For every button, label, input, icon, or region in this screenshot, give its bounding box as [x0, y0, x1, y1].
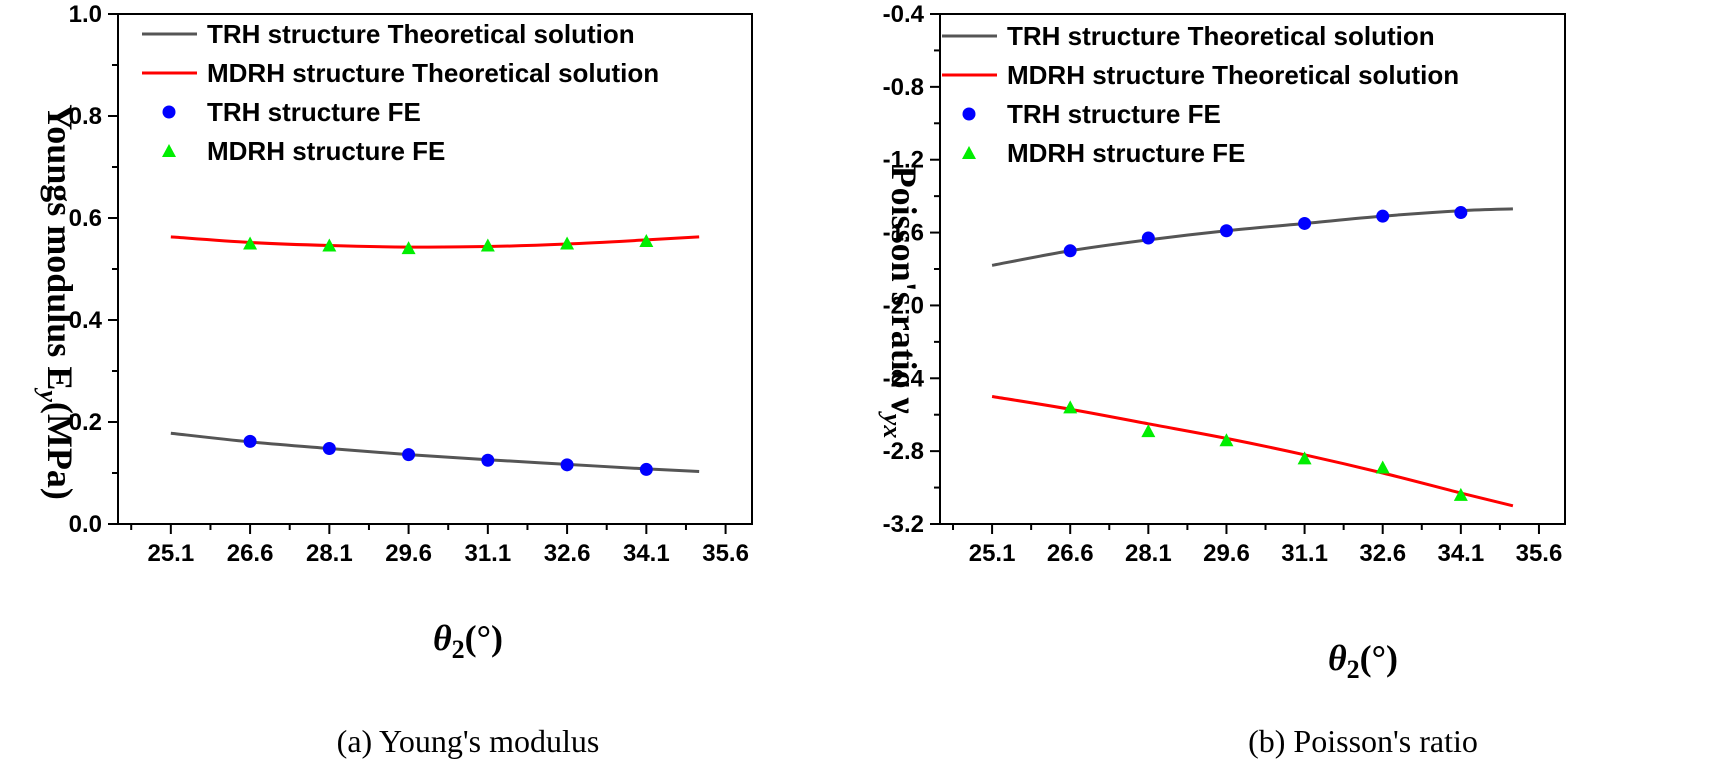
y-axis-title-suffix-a: (MPa) [40, 402, 80, 500]
legend-swatch-triangle [162, 144, 176, 157]
data-point-mdrh-fe [1219, 433, 1234, 447]
legend-entry-label: TRH structure FE [207, 97, 421, 127]
legend-swatch-triangle [962, 146, 976, 159]
y-tick-label: 1.0 [69, 1, 102, 28]
plot-area-b: 25.1 26.6 28.1 29.6 31.1 32.6 34.1 35.6 -3.2 -2.8… [883, 1, 1566, 567]
data-point-trh-fe [1298, 216, 1312, 230]
x-tick-label: 25.1 [969, 540, 1016, 567]
legend-entry-label: MDRH structure FE [207, 136, 445, 166]
legend-entry-label: TRH structure Theoretical solution [1007, 21, 1435, 51]
y-tick-label: -3.2 [883, 511, 924, 538]
caption-b: (b) Poisson's ratio [1248, 723, 1478, 759]
data-point-mdrh-fe [1453, 487, 1468, 501]
panel-a: 25.1 26.6 28.1 29.6 31.1 32.6 34.1 35.6 0.0 0.2 0.… [34, 1, 753, 759]
data-point-trh-fe [560, 458, 574, 472]
x-axis-title-suffix-b: (°) [1360, 638, 1398, 678]
y-tick-label: -0.8 [883, 74, 924, 101]
x-tick-label: 32.6 [1359, 540, 1406, 567]
data-point-trh-fe [639, 462, 653, 476]
caption-a: (a) Young's modulus [337, 723, 600, 759]
y-tick-label: -2.4 [883, 365, 925, 392]
x-tick-label: 26.6 [1047, 540, 1094, 567]
data-point-mdrh-fe [560, 236, 575, 250]
data-point-mdrh-fe [1141, 424, 1156, 438]
y-axis-title-sub-a: y [34, 387, 63, 402]
x-tick-label: 32.6 [544, 540, 591, 567]
data-point-trh-fe [1141, 231, 1155, 245]
y-tick-label: 0.6 [69, 205, 102, 232]
data-point-mdrh-fe [1063, 400, 1078, 414]
y-tick-label: 0.4 [69, 307, 103, 334]
x-tick-label: 29.6 [1203, 540, 1250, 567]
legend-entry-label: MDRH structure Theoretical solution [1007, 60, 1459, 90]
legend-entry-label: MDRH structure Theoretical solution [207, 58, 659, 88]
y-tick-label: 0.0 [69, 511, 102, 538]
data-point-trh-fe [402, 448, 416, 462]
x-tick-label: 28.1 [1125, 540, 1172, 567]
x-tick-label: 31.1 [1281, 540, 1328, 567]
data-point-mdrh-fe [1297, 451, 1312, 465]
x-tick-label: 29.6 [385, 540, 432, 567]
x-axis-title-suffix-a: (°) [465, 618, 503, 658]
series-line-mdrh [991, 395, 1514, 508]
y-axis-title-b: Poisson's ratio νyx [878, 166, 924, 439]
y-tick-label: 0.8 [69, 103, 102, 130]
x-tick-label: 31.1 [464, 540, 511, 567]
series-line-mdrh [170, 235, 700, 249]
x-tick-label: 28.1 [306, 540, 353, 567]
y-tick-label: -1.2 [883, 147, 924, 174]
legend-entry-label: TRH structure FE [1007, 99, 1221, 129]
data-point-mdrh-fe [480, 238, 495, 252]
x-tick-label: 25.1 [147, 540, 194, 567]
y-tick-label: 0.2 [69, 409, 102, 436]
y-tick-label: -2.8 [883, 438, 924, 465]
x-tick-label: 34.1 [623, 540, 670, 567]
y-tick-label: -0.4 [883, 1, 925, 28]
data-point-mdrh-fe [639, 233, 654, 247]
legend: TRH structure Theoretical solution MDRH s… [942, 21, 1459, 168]
plot-frame [117, 13, 753, 525]
data-point-trh-fe [243, 434, 257, 448]
data-point-trh-fe [322, 442, 336, 456]
legend-swatch-circle [962, 107, 976, 121]
data-point-trh-fe [1376, 209, 1390, 223]
y-tick-label: -2.0 [883, 292, 924, 319]
legend: TRH structure Theoretical solution MDRH s… [142, 19, 659, 166]
y-axis-title-sub-b: yx [878, 411, 907, 439]
x-tick-label: 26.6 [227, 540, 274, 567]
data-point-trh-fe [1219, 224, 1233, 238]
y-axis-title-a: Youngs modulus Ey(MPa) [34, 104, 80, 500]
x-axis-title-sub-a: 2 [452, 635, 465, 664]
legend-swatch-circle [162, 105, 176, 119]
data-point-trh-fe [1454, 206, 1468, 220]
data-point-trh-fe [1063, 244, 1077, 258]
x-tick-label: 35.6 [702, 540, 749, 567]
data-point-mdrh-fe [401, 241, 416, 255]
x-tick-label: 34.1 [1437, 540, 1484, 567]
data-point-mdrh-fe [322, 238, 337, 252]
plot-area-a: 25.1 26.6 28.1 29.6 31.1 32.6 34.1 35.6 0.0 0.2 0.… [69, 1, 753, 567]
x-tick-label: 35.6 [1516, 540, 1563, 567]
legend-entry-label: TRH structure Theoretical solution [207, 19, 635, 49]
y-tick-label: -1.6 [883, 220, 924, 247]
plot-frame [939, 13, 1566, 525]
data-point-trh-fe [481, 453, 495, 467]
x-axis-title-b: θ2(°) [1328, 638, 1398, 684]
panel-b: 25.1 26.6 28.1 29.6 31.1 32.6 34.1 35.6 -3.2 -2.8… [878, 1, 1566, 759]
legend-entry-label: MDRH structure FE [1007, 138, 1245, 168]
x-axis-title-a: θ2(°) [433, 618, 503, 664]
x-axis-title-sub-b: 2 [1347, 655, 1360, 684]
data-point-mdrh-fe [1375, 460, 1390, 474]
data-point-mdrh-fe [243, 236, 258, 250]
